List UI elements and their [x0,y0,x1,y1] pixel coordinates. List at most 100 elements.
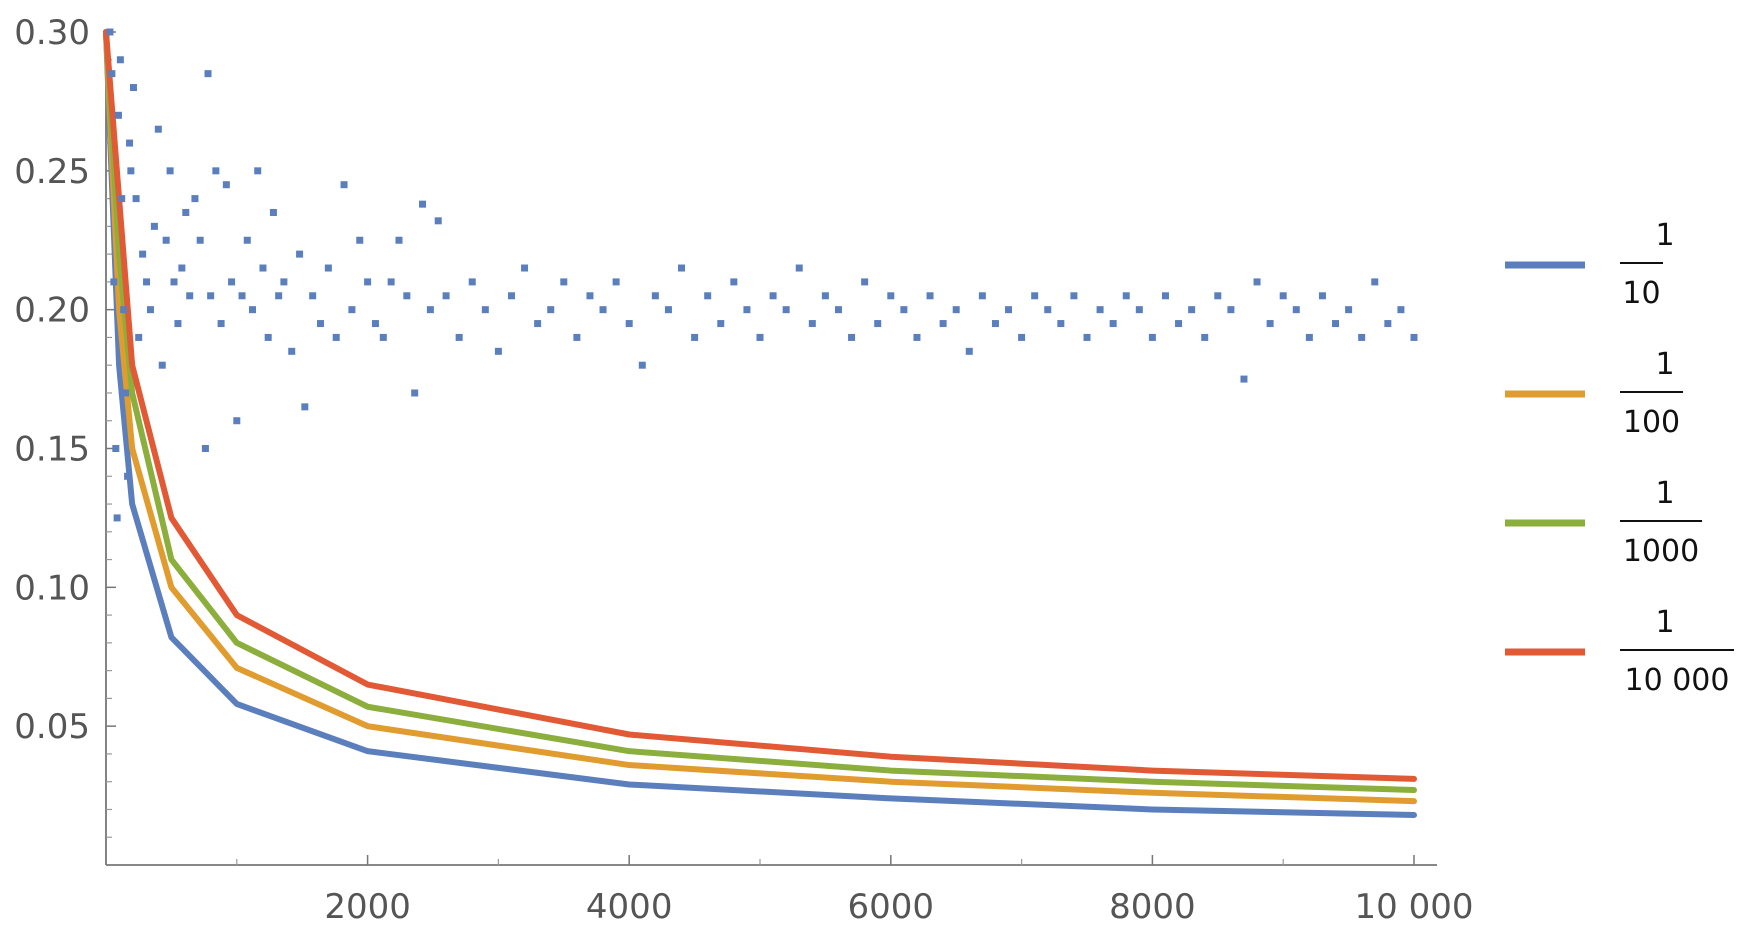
scatter-point [730,278,738,286]
scatter-point [521,264,529,272]
scatter-point [560,278,568,286]
scatter-point [178,264,186,272]
scatter-point [1122,292,1130,300]
scatter-point [481,306,489,314]
legend: 1 10 1 100 1 1000 1 10 000 [1505,218,1734,698]
scatter-point [821,292,829,300]
scatter-point [586,292,594,300]
scatter-point [1318,292,1326,300]
scatter-point [127,167,135,175]
scatter-point [379,333,387,341]
scatter-point [1397,306,1405,314]
scatter-point [651,292,659,300]
scatter-point [1148,333,1156,341]
scatter-point [129,84,137,92]
scatter-point [455,333,463,341]
curve-series-2 [103,29,1417,805]
scatter-point [1371,278,1379,286]
scatter-point [174,320,182,328]
scatter-point [233,417,241,425]
scatter-point [371,320,379,328]
scatter-point [254,167,262,175]
scatter-point [243,236,251,244]
x-tick-label: 10 000 [1355,887,1474,927]
scatter-point [434,217,442,225]
curve-series-3 [103,29,1417,794]
y-tick-label: 0.25 [14,152,90,192]
scatter-point [207,292,215,300]
scatter-point [317,320,325,328]
scatter-point [507,292,515,300]
scatter-point [1018,333,1026,341]
scatter-point [196,236,204,244]
scatter-point [301,403,309,411]
legend-numerator: 1 [1655,476,1674,511]
scatter-point [126,139,134,147]
scatter-point [217,320,225,328]
legend-numerator: 1 [1655,347,1674,382]
scatter-point [834,306,842,314]
scatter-point [204,70,212,78]
scatter-point [309,292,317,300]
scatter-point [112,445,120,452]
scatter-point [228,278,236,286]
y-tick-label: 0.05 [14,707,90,747]
scatter-point [900,306,908,314]
scatter-point [547,306,555,314]
scatter-point [1175,320,1183,328]
scatter-point [1358,333,1366,341]
scatter-point [122,389,130,397]
scatter-point [324,264,332,272]
scatter-point [926,292,934,300]
scatter-point [887,292,895,300]
scatter-point [534,320,542,328]
curve-series-1 [103,29,1417,819]
scatter-point [808,320,816,328]
scatter-point [612,278,620,286]
scatter-point [212,167,220,175]
y-tick-label: 0.15 [14,430,90,470]
x-tick-label: 4000 [586,887,673,927]
scatter-point [364,278,372,286]
scatter-point [691,333,699,341]
scatter-point [108,70,116,78]
scatter-point [573,333,581,341]
scatter-point [1279,292,1287,300]
scatter-point [756,333,764,341]
scatter-point [269,208,277,216]
scatter-point [1305,333,1313,341]
scatter-point [146,306,154,314]
scatter-point [191,195,199,203]
scatter-point [158,361,166,369]
scatter-point [356,236,364,244]
scatter-point [743,306,751,314]
scatter-point [332,333,340,341]
scatter-point [154,125,162,133]
scatter-point [952,306,960,314]
scatter-point [1096,306,1104,314]
scatter-point [848,333,856,341]
scatter-point [238,292,246,300]
scatter-point [769,292,777,300]
scatter-point [403,292,411,300]
scatter-point [114,111,122,119]
scatter-point [135,333,143,341]
scatter-point [861,278,869,286]
scatter-point [1005,306,1013,314]
scatter-point [442,292,450,300]
scatter-point [965,347,973,355]
scatter-point [132,195,140,203]
scatter-point [411,389,419,397]
scatter-point [118,195,126,203]
scatter-point [494,347,502,355]
scatter-point [340,181,348,189]
scatter-point [1384,320,1392,328]
scatter-point [1109,320,1117,328]
scatter-point [1332,320,1340,328]
scatter-point [717,320,725,328]
curves [103,29,1417,819]
scatter-point [1083,333,1091,341]
axes [105,32,1437,866]
scatter-point [166,167,174,175]
y-tick-label: 0.10 [14,568,90,608]
